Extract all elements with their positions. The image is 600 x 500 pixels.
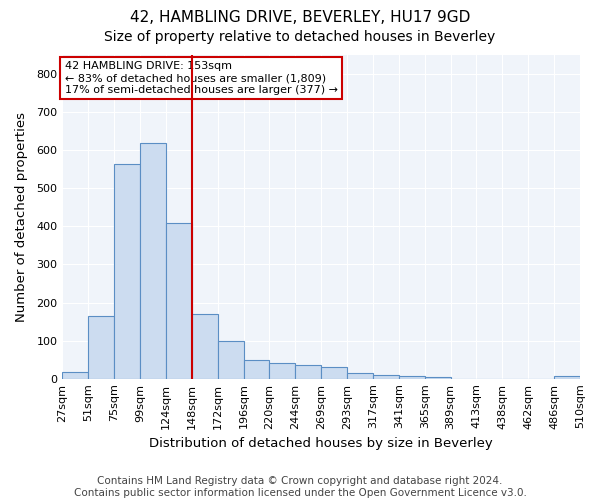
Text: 42 HAMBLING DRIVE: 153sqm
← 83% of detached houses are smaller (1,809)
17% of se: 42 HAMBLING DRIVE: 153sqm ← 83% of detac… bbox=[65, 62, 338, 94]
X-axis label: Distribution of detached houses by size in Beverley: Distribution of detached houses by size … bbox=[149, 437, 493, 450]
Bar bbox=[62, 372, 88, 378]
Bar bbox=[218, 340, 244, 378]
Bar bbox=[166, 222, 192, 378]
Bar bbox=[192, 314, 218, 378]
Bar bbox=[373, 375, 399, 378]
Bar bbox=[140, 142, 166, 378]
Bar bbox=[347, 374, 373, 378]
Bar bbox=[399, 376, 425, 378]
Bar bbox=[114, 164, 140, 378]
Text: Size of property relative to detached houses in Beverley: Size of property relative to detached ho… bbox=[104, 30, 496, 44]
Bar bbox=[554, 376, 580, 378]
Bar bbox=[295, 366, 321, 378]
Bar bbox=[425, 377, 451, 378]
Y-axis label: Number of detached properties: Number of detached properties bbox=[15, 112, 28, 322]
Bar bbox=[244, 360, 269, 378]
Bar bbox=[321, 368, 347, 378]
Text: Contains HM Land Registry data © Crown copyright and database right 2024.
Contai: Contains HM Land Registry data © Crown c… bbox=[74, 476, 526, 498]
Bar bbox=[269, 362, 295, 378]
Text: 42, HAMBLING DRIVE, BEVERLEY, HU17 9GD: 42, HAMBLING DRIVE, BEVERLEY, HU17 9GD bbox=[130, 10, 470, 25]
Bar bbox=[88, 316, 114, 378]
